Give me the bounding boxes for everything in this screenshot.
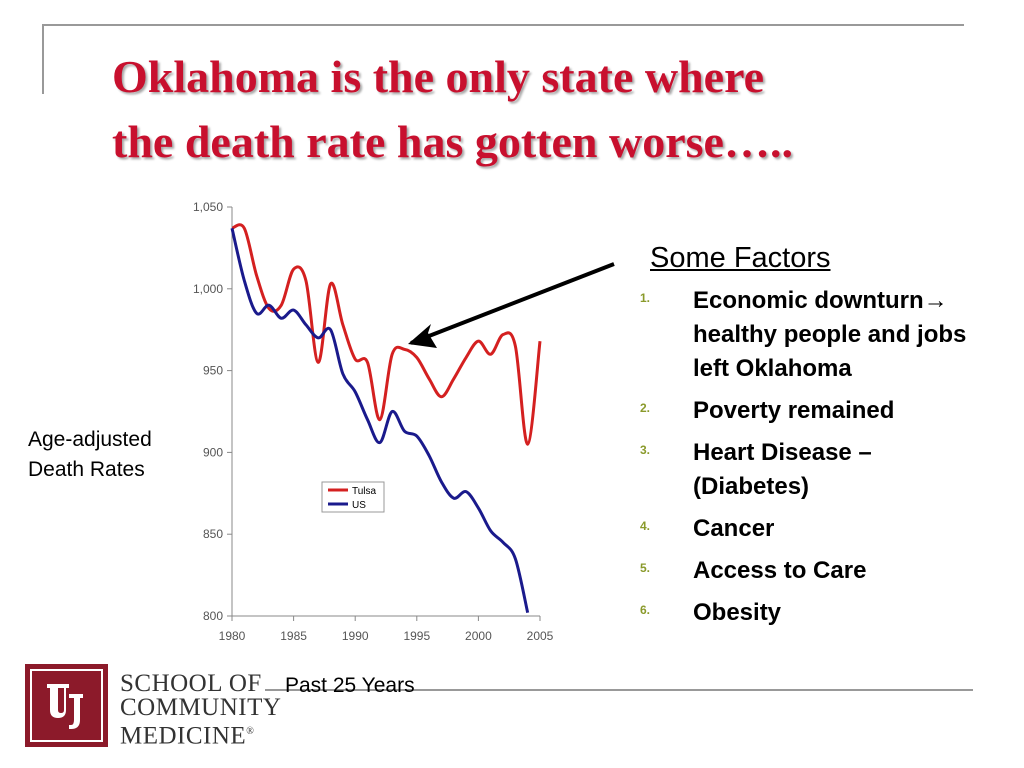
factor-number: 4.	[640, 519, 651, 533]
logo-line-3: MEDICINE®	[120, 722, 255, 750]
factor-item: 1. Economic downturn→ healthy people and…	[640, 284, 1010, 386]
factor-item: 2. Poverty remained	[640, 394, 1010, 428]
frame-top-border	[42, 24, 964, 26]
x-tick-label: 1980	[219, 629, 246, 643]
factor-text: Heart Disease – (Diabetes)	[693, 439, 872, 500]
factor-text: Access to Care	[693, 557, 867, 584]
legend-label-us: US	[352, 500, 366, 511]
factors-list: 1. Economic downturn→ healthy people and…	[640, 284, 1010, 630]
y-tick-label: 900	[203, 445, 223, 459]
x-tick-label: 2000	[465, 629, 492, 643]
y-tick-label: 950	[203, 364, 223, 378]
factors-heading: Some Factors	[650, 242, 831, 274]
factor-text: Poverty remained	[693, 397, 895, 424]
logo-line-2: COMMUNITY	[120, 694, 282, 721]
frame-left-border	[42, 24, 44, 94]
slide-title-line-2: the death rate has gotten worse…..	[112, 116, 793, 167]
ou-logo-mark	[25, 664, 108, 747]
x-tick-label: 1985	[280, 629, 307, 643]
chart-legend: Tulsa US	[321, 481, 385, 513]
series-line-us	[230, 227, 530, 614]
factor-number: 1.	[640, 291, 651, 305]
series-line-tulsa	[231, 223, 542, 446]
slide-title: Oklahoma is the only state where the dea…	[112, 44, 1012, 174]
factor-number: 3.	[640, 443, 651, 457]
factor-number: 6.	[640, 603, 651, 617]
x-tick-label: 2005	[527, 629, 554, 643]
school-name-logo: SCHOOL OF COMMUNITY MEDICINE®	[120, 670, 282, 750]
logo-line-1: SCHOOL OF	[120, 670, 262, 697]
y-axis-label: Age-adjusted Death Rates	[28, 425, 152, 485]
factor-number: 2.	[640, 401, 651, 415]
legend-label-tulsa: Tulsa	[352, 486, 377, 497]
factor-item: 6. Obesity	[640, 596, 1010, 630]
factor-text: Economic downturn→ healthy people and jo…	[693, 287, 967, 382]
y-tick-label: 800	[203, 609, 223, 623]
factor-number: 5.	[640, 561, 651, 575]
pointer-arrow-head	[408, 324, 437, 348]
y-axis-label-line-1: Age-adjusted	[28, 428, 152, 451]
factor-text: Obesity	[693, 599, 782, 626]
y-tick-label: 850	[203, 527, 223, 541]
pointer-arrow-shaft	[410, 262, 615, 345]
factor-item: 3. Heart Disease – (Diabetes)	[640, 436, 1010, 504]
y-tick-label: 1,000	[193, 282, 223, 296]
ou-monogram-icon	[30, 669, 103, 742]
x-axis-label: Past 25 Years	[285, 674, 415, 697]
legend-box	[321, 481, 385, 513]
slide-title-line-1: Oklahoma is the only state where	[112, 51, 765, 102]
frame-bottom-border	[265, 689, 973, 691]
x-tick-label: 1990	[342, 629, 369, 643]
x-tick-label: 1995	[403, 629, 430, 643]
factor-text: Cancer	[693, 515, 775, 542]
factor-item: 4. Cancer	[640, 512, 1010, 546]
y-axis-label-line-2: Death Rates	[28, 458, 145, 481]
y-tick-label: 1,050	[193, 200, 223, 214]
factor-item: 5. Access to Care	[640, 554, 1010, 588]
factors-panel: Some Factors 1. Economic downturn→ healt…	[640, 238, 1010, 638]
